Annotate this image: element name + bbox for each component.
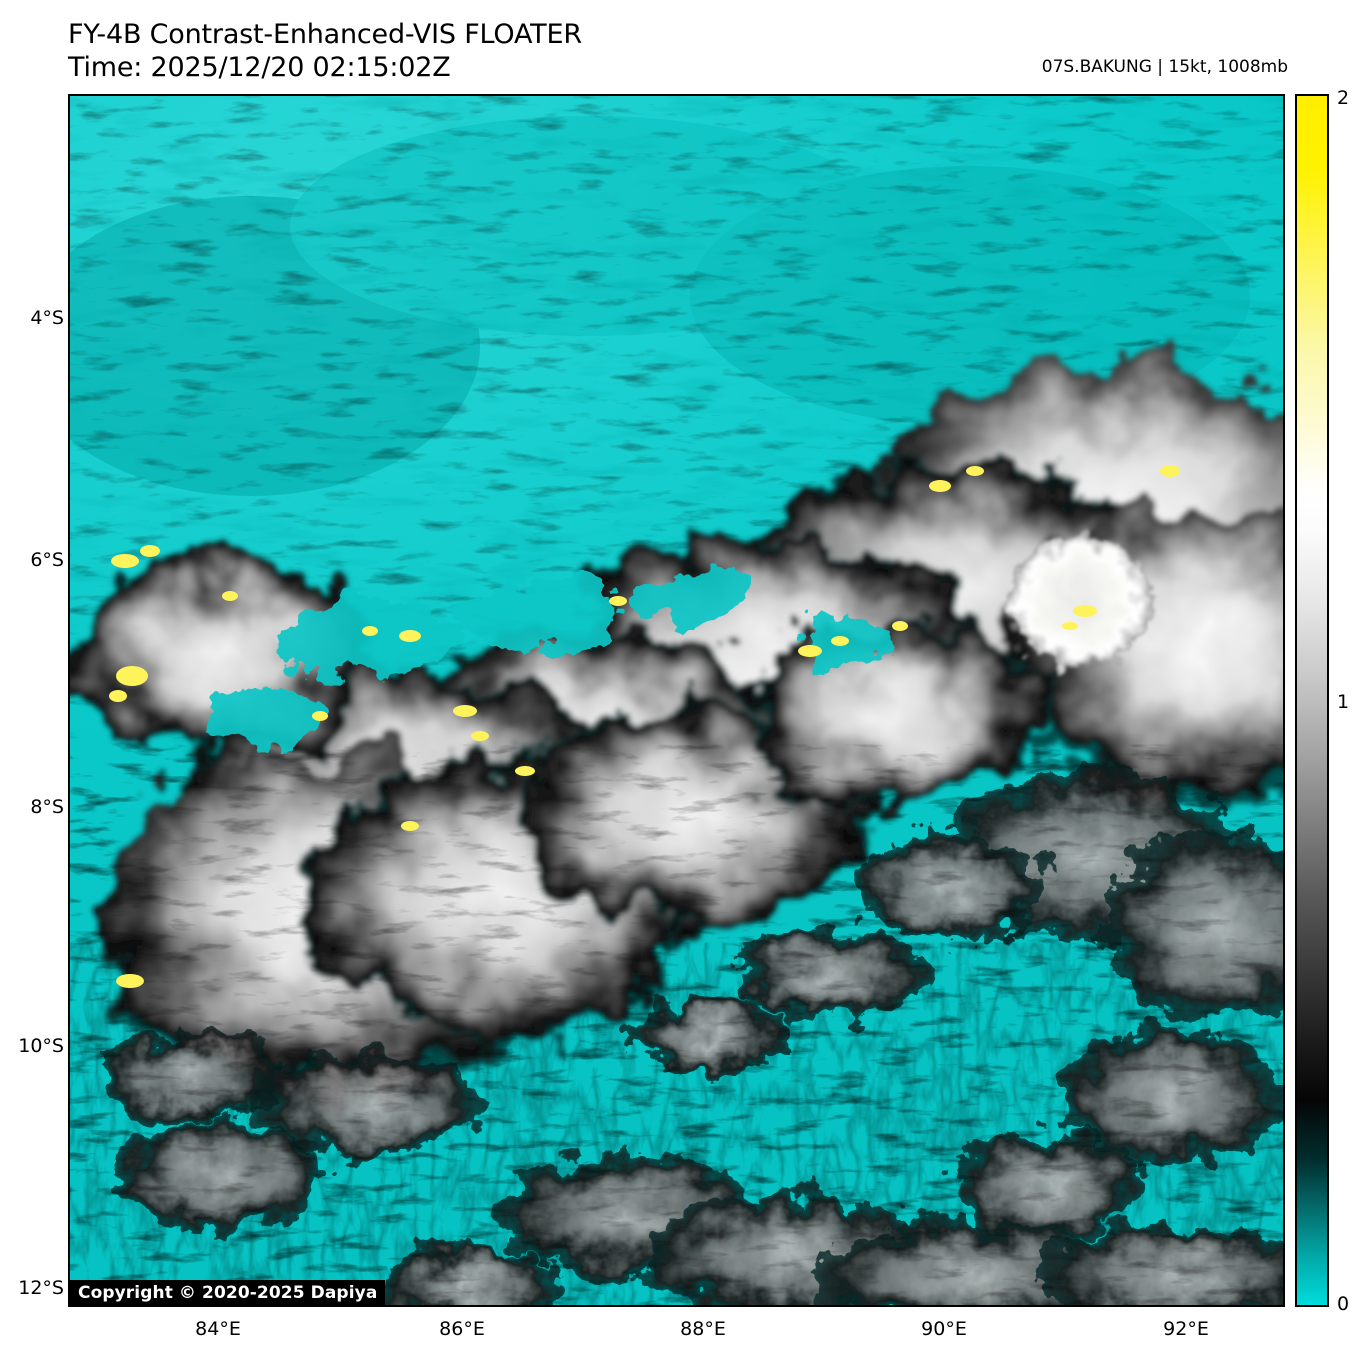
xtick-label-2: 88°E bbox=[680, 1318, 726, 1340]
ytick-label-0: 4°S bbox=[30, 307, 64, 329]
overshooting-top-cells bbox=[109, 465, 1180, 988]
storm-info-label: 07S.BAKUNG | 15kt, 1008mb bbox=[1041, 57, 1288, 77]
colorbar-tick-2: 2 bbox=[1337, 87, 1350, 109]
ytick-label-3: 10°S bbox=[18, 1035, 64, 1057]
xtick-label-1: 86°E bbox=[439, 1318, 485, 1340]
xtick-label-0: 84°E bbox=[195, 1318, 241, 1340]
copyright-notice: Copyright © 2020-2025 Dapiya bbox=[70, 1280, 386, 1307]
satellite-image-panel[interactable] bbox=[68, 94, 1285, 1307]
satellite-raster bbox=[70, 96, 1283, 1305]
ytick-label-2: 8°S bbox=[30, 796, 64, 818]
xtick-label-3: 90°E bbox=[921, 1318, 967, 1340]
page-title: FY-4B Contrast-Enhanced-VIS FLOATER Time… bbox=[68, 18, 582, 84]
title-product: FY-4B Contrast-Enhanced-VIS FLOATER bbox=[68, 19, 582, 50]
colorbar-tick-1: 1 bbox=[1337, 691, 1350, 713]
xtick-label-4: 92°E bbox=[1163, 1318, 1209, 1340]
title-timestamp: Time: 2025/12/20 02:15:02Z bbox=[68, 52, 451, 83]
scattered-convection bbox=[70, 771, 1283, 1305]
colorbar-gradient bbox=[1295, 94, 1329, 1307]
ytick-label-4: 12°S bbox=[18, 1277, 64, 1299]
ytick-label-1: 6°S bbox=[30, 549, 64, 571]
colorbar[interactable]: 2 1 0 bbox=[1295, 87, 1349, 1315]
colorbar-tick-0: 0 bbox=[1337, 1293, 1350, 1315]
